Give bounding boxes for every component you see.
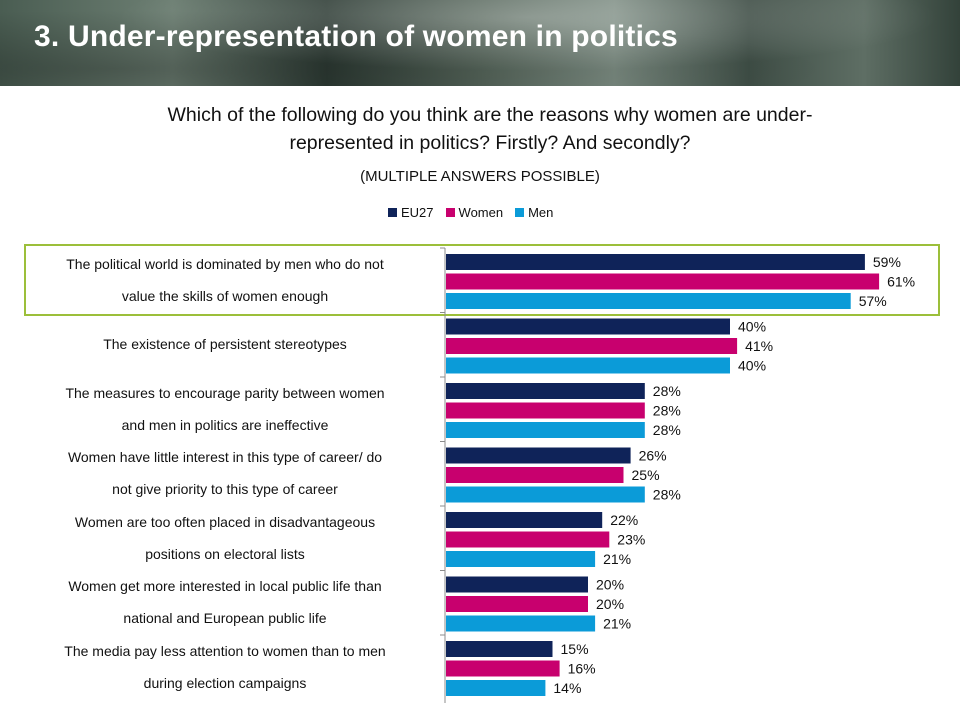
bar-value-label: 25% (632, 467, 660, 483)
bar-eu27 (446, 447, 631, 464)
category-label: Women are too often placed in disadvanta… (20, 506, 430, 570)
category-label-line: The media pay less attention to women th… (64, 642, 386, 659)
highlight-box (24, 244, 940, 316)
bar-value-label: 41% (745, 338, 773, 354)
bar-women (446, 660, 560, 677)
bar-value-label: 26% (639, 448, 667, 464)
bar-value-label: 22% (610, 512, 638, 528)
bar-men (446, 551, 596, 567)
bar-value-label: 28% (653, 487, 681, 503)
bar-value-label: 28% (653, 422, 681, 438)
category-label-line: The existence of persistent stereotypes (103, 336, 347, 352)
category-label: The media pay less attention to women th… (20, 635, 430, 699)
bar-women (446, 402, 645, 419)
chart-legend: EU27 Women Men (388, 204, 565, 220)
bar-value-label: 14% (553, 680, 581, 696)
header-background-image (0, 0, 960, 86)
bar-value-label: 20% (596, 577, 624, 593)
legend-item-women: Women (445, 204, 504, 220)
category-label-line: not give priority to this type of career (112, 481, 338, 497)
bar-women (446, 273, 880, 290)
answer-note: (MULTIPLE ANSWERS POSSIBLE) (360, 168, 600, 185)
bar-eu27 (446, 641, 553, 657)
category-label-line: during election campaigns (143, 674, 307, 691)
legend-label: Women (458, 204, 504, 220)
bar-value-label: 61% (887, 274, 915, 290)
bar-value-label: 20% (596, 596, 624, 612)
bar-value-label: 23% (617, 532, 645, 548)
category-label-line: Women are too often placed in disadvanta… (74, 513, 376, 530)
category-label: The measures to encourage parity between… (20, 377, 430, 441)
question-line-1: Which of the following do you think are … (167, 104, 813, 126)
bar-men (446, 615, 596, 632)
bar-women (446, 531, 610, 548)
category-label-line: Women get more interested in local publi… (68, 578, 382, 594)
bar-women (446, 467, 624, 483)
category-label-line: Women have little interest in this type … (67, 449, 383, 465)
legend-item-men: Men (515, 205, 553, 220)
bar-value-label: 15% (561, 641, 589, 657)
category-label-line: national and European public life (123, 610, 327, 626)
bar-eu27 (446, 576, 588, 593)
bar-men (446, 680, 546, 696)
category-label-line: value the skills of women enough (121, 287, 329, 304)
bar-eu27 (446, 318, 730, 335)
bar-men (446, 422, 645, 438)
legend-item-eu27: EU27 (388, 205, 434, 220)
legend-swatch (515, 207, 525, 217)
legend-label: EU27 (401, 204, 434, 220)
bar-value-label: 21% (603, 616, 631, 632)
bar-value-label: 57% (859, 293, 887, 309)
bar-men (446, 293, 851, 309)
bar-women (446, 596, 588, 612)
category-label-line: and men in politics are ineffective (121, 416, 329, 433)
legend-swatch (388, 207, 397, 217)
category-label: Women have little interest in this type … (20, 441, 430, 505)
question-line-2: represented in politics? Firstly? And se… (289, 132, 691, 154)
bar-value-label: 28% (653, 403, 681, 419)
bar-men (446, 486, 645, 503)
category-label-line: positions on electoral lists (145, 545, 305, 562)
category-label-line: The political world is dominated by men … (66, 255, 384, 272)
category-label: The existence of persistent stereotypes (20, 328, 430, 360)
survey-question: Which of the following do you think are … (40, 101, 940, 157)
category-label-line: The measures to encourage parity between… (65, 384, 385, 401)
category-label: Women get more interested in local publi… (20, 570, 430, 634)
legend-swatch (445, 207, 455, 217)
bar-value-label: 16% (568, 661, 596, 677)
bar-value-label: 28% (653, 383, 681, 399)
page-title: 3. Under-representation of women in poli… (34, 20, 678, 53)
bar-value-label: 40% (738, 358, 766, 374)
category-label: The political world is dominated by men … (20, 248, 430, 312)
bar-eu27 (446, 383, 645, 399)
header-banner: 3. Under-representation of women in poli… (0, 0, 960, 86)
bar-women (446, 338, 738, 354)
bar-value-label: 40% (738, 319, 766, 335)
bar-men (446, 357, 730, 374)
bar-value-label: 21% (603, 551, 631, 567)
bar-value-label: 59% (873, 254, 901, 270)
bar-eu27 (446, 254, 865, 270)
bar-eu27 (446, 512, 603, 528)
legend-label: Men (528, 204, 554, 220)
